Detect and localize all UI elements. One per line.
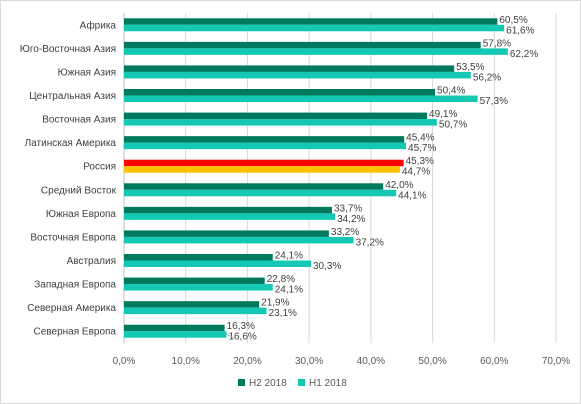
bar-h1 [124, 307, 267, 315]
x-tick-label: 40,0% [357, 356, 385, 367]
bar-h1 [124, 331, 227, 338]
value-label: 49,1% [429, 109, 457, 120]
bar-h2 [124, 159, 404, 167]
bar-h1 [124, 236, 354, 244]
bar-h2 [124, 206, 332, 214]
leader-line [226, 333, 237, 340]
legend-label: H2 2018 [249, 378, 287, 389]
category-label: Юго-Восточная Азия [20, 44, 116, 55]
category-label: Южная Европа [46, 209, 117, 220]
bar-h1 [124, 166, 400, 173]
x-tick-label: 30,0% [295, 356, 323, 367]
category-label: Западная Европа [34, 280, 116, 291]
bar-h2 [124, 254, 273, 261]
value-label: 45,3% [406, 156, 434, 167]
legend-label: H1 2018 [309, 378, 347, 389]
bar-h1 [124, 260, 311, 267]
bar-h1 [124, 189, 397, 197]
x-tick-label: 70,0% [542, 356, 570, 367]
bar-h2 [124, 41, 481, 49]
value-label: 50,7% [439, 120, 467, 131]
category-label: Северная Европа [34, 327, 117, 338]
value-label: 42,0% [385, 180, 413, 191]
value-label: 16,6% [228, 332, 256, 343]
value-label: 21,9% [261, 298, 289, 309]
x-tick-label: 60,0% [480, 356, 508, 367]
x-tick-label: 0,0% [113, 356, 136, 367]
category-label: Россия [83, 162, 116, 173]
x-tick-label: 10,0% [172, 356, 200, 367]
value-label: 62,2% [510, 49, 538, 60]
category-label: Австралия [67, 256, 116, 267]
value-label: 45,4% [406, 133, 434, 144]
bar-h1 [124, 24, 505, 32]
x-tick-label: 20,0% [233, 356, 261, 367]
bar-h1 [124, 142, 407, 150]
value-label: 57,3% [480, 96, 508, 107]
x-tick-label: 50,0% [418, 356, 446, 367]
bar-h2 [124, 136, 405, 143]
value-label: 33,7% [334, 203, 362, 214]
legend-swatch [238, 379, 245, 386]
value-label: 37,2% [356, 237, 384, 248]
category-label: Средний Восток [41, 185, 117, 196]
bar-h2 [124, 230, 329, 237]
value-label: 44,1% [398, 190, 426, 201]
value-label: 34,2% [337, 214, 365, 225]
bar-h2 [124, 301, 260, 308]
bar-h1 [124, 284, 273, 291]
bar-h1 [124, 71, 471, 79]
bar-h2 [124, 18, 498, 25]
category-label: Южная Азия [58, 67, 116, 78]
category-label: Центральная Азия [29, 91, 116, 102]
legend-swatch [298, 379, 305, 386]
value-label: 44,7% [402, 167, 430, 178]
value-label: 22,8% [267, 274, 295, 285]
category-label: Восточная Европа [30, 232, 116, 243]
category-label: Восточная Азия [42, 115, 116, 126]
category-label: Латинская Америка [25, 138, 117, 149]
value-label: 33,2% [331, 227, 359, 238]
bar-h2 [124, 183, 384, 190]
bar-h1 [124, 213, 336, 220]
bar-h1 [124, 95, 478, 102]
value-label: 45,7% [408, 143, 436, 154]
value-label: 24,1% [275, 251, 303, 262]
value-label: 30,3% [313, 261, 341, 272]
value-label: 23,1% [269, 308, 297, 319]
category-label: Северная Америка [27, 303, 116, 314]
value-label: 24,1% [275, 285, 303, 296]
bar-h2 [124, 65, 455, 72]
bar-h2 [124, 89, 436, 96]
bar-h1 [124, 48, 508, 55]
value-label: 16,3% [227, 321, 255, 332]
category-label: Африка [80, 19, 117, 31]
value-label: 50,4% [437, 86, 465, 97]
value-label: 61,6% [506, 25, 534, 36]
value-label: 56,2% [473, 72, 501, 83]
value-label: 57,8% [483, 38, 511, 49]
value-label: 53,5% [456, 62, 484, 73]
bar-h2 [124, 112, 428, 120]
bar-h1 [124, 119, 437, 126]
value-label: 60,5% [499, 15, 527, 26]
bar-h2 [124, 277, 265, 285]
bar-h2 [124, 324, 225, 332]
